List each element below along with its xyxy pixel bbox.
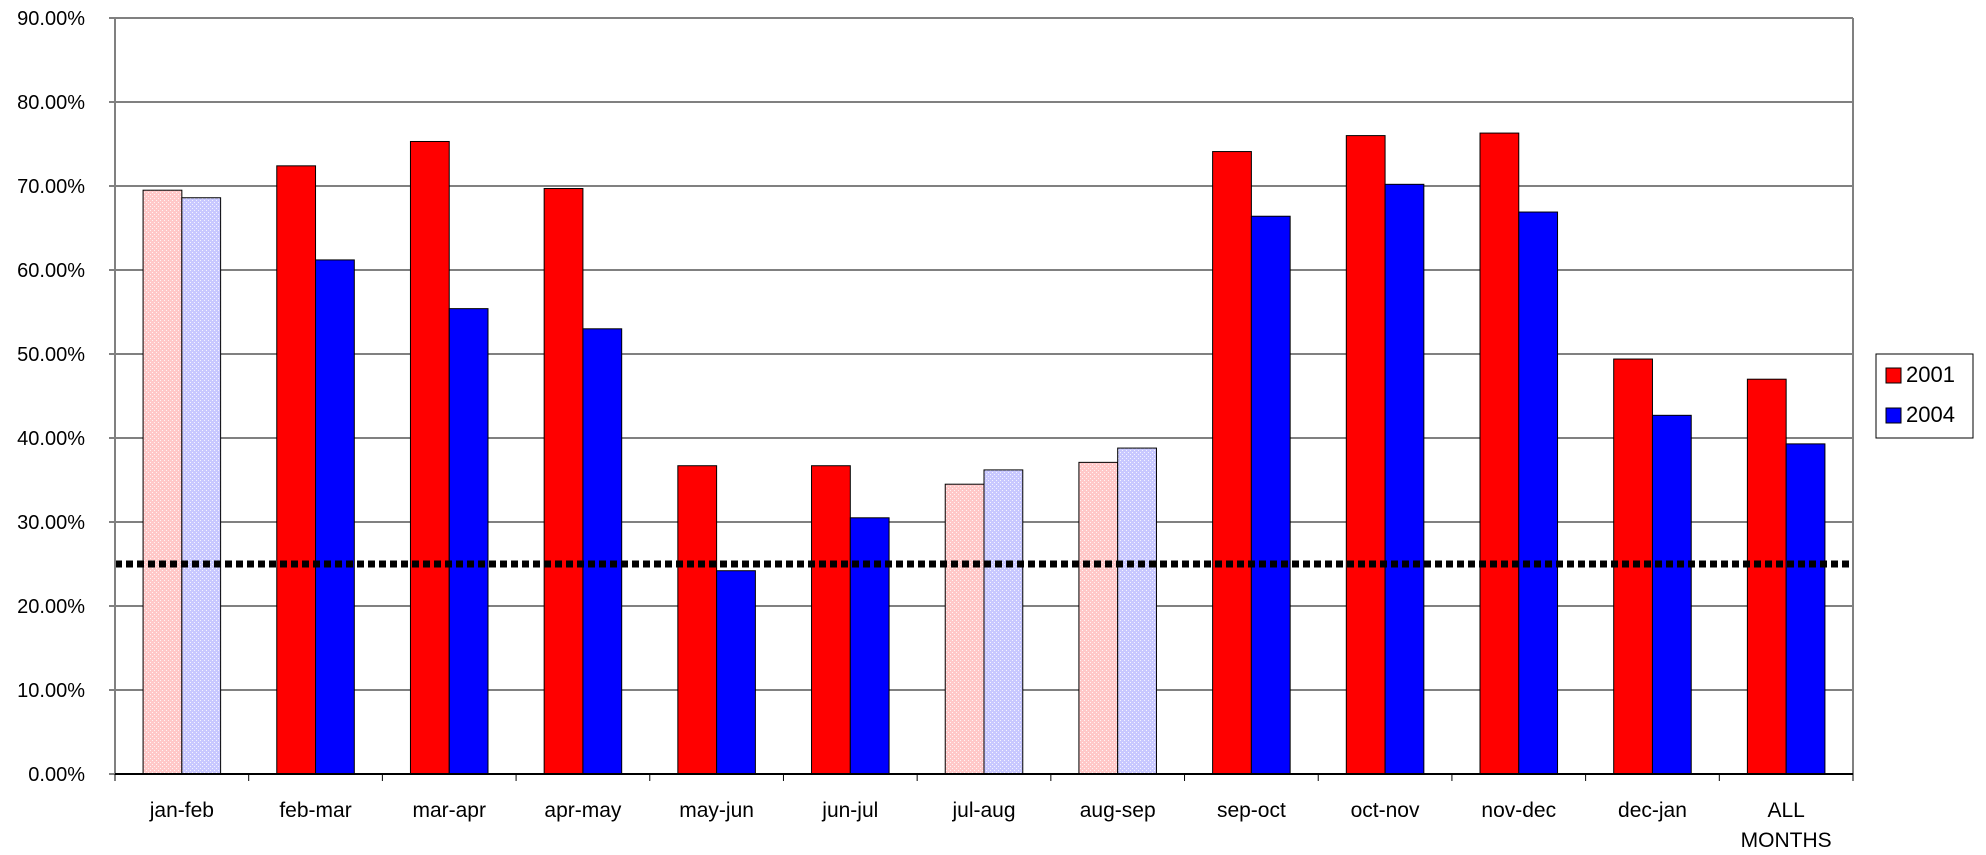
- x-tick-label: jun-jul: [821, 799, 878, 822]
- legend-label-2004: 2004: [1906, 402, 1955, 427]
- x-tick-label: feb-mar: [279, 799, 351, 822]
- y-tick-label: 10.00%: [17, 680, 85, 702]
- bar-2004-jun-jul: [849, 517, 890, 775]
- bar-2004-oct-nov: [1384, 183, 1425, 775]
- x-tick-label: apr-may: [544, 799, 622, 822]
- y-tick-label: 60.00%: [17, 260, 85, 282]
- y-tick-label: 0.00%: [28, 764, 85, 786]
- legend-label-2001: 2001: [1906, 362, 1955, 387]
- bar-2004-mar-apr: [448, 308, 489, 775]
- legend-swatch-2004: [1885, 407, 1902, 424]
- y-tick-label: 90.00%: [17, 8, 85, 30]
- bar-2004-nov-dec: [1518, 211, 1559, 775]
- bar-2001-apr-may: [543, 188, 584, 775]
- x-tick-label: aug-sep: [1080, 799, 1156, 822]
- bar-2004-aug-sep: [1117, 447, 1157, 775]
- x-tick-label: oct-nov: [1351, 799, 1420, 822]
- bar-2001-may-jun: [677, 465, 718, 775]
- x-axis-category-labels: jan-feb feb-mar mar-apr apr-may may-jun jun-j…: [149, 799, 1832, 852]
- y-tick-label: 40.00%: [17, 428, 85, 450]
- bar-2001-mar-apr: [409, 140, 450, 775]
- bar-2004-sep-oct: [1250, 215, 1291, 775]
- bar-2004-feb-mar: [315, 259, 355, 775]
- bar-2004-dec-jan: [1651, 414, 1692, 775]
- axes: [114, 17, 1854, 781]
- x-tick-label: ALL MONTHS: [1741, 799, 1832, 852]
- legend: 2001 2004: [1875, 353, 1974, 439]
- bar-2004-all-months: [1785, 443, 1826, 775]
- y-tick-label: 20.00%: [17, 596, 85, 618]
- bar-2004-jan-feb: [181, 197, 222, 775]
- y-tick-label: 50.00%: [17, 344, 85, 366]
- bar-2001-aug-sep: [1078, 461, 1119, 775]
- bar-2001-oct-nov: [1345, 135, 1386, 775]
- x-tick-label: jul-aug: [951, 799, 1015, 822]
- bar-2001-jun-jul: [811, 465, 851, 775]
- bar-2004-may-jun: [716, 570, 756, 775]
- bar-2004-jul-aug: [983, 469, 1024, 775]
- y-axis-tick-labels: 0.00% 10.00% 20.00% 30.00% 40.00% 50.00% 60.00…: [17, 8, 85, 786]
- x-tick-label: may-jun: [679, 799, 754, 822]
- x-tick-label: nov-dec: [1481, 799, 1556, 822]
- y-tick-label: 30.00%: [17, 512, 85, 534]
- bars: [142, 132, 1826, 775]
- bar-2001-jul-aug: [944, 483, 985, 775]
- x-tick-label: dec-jan: [1618, 799, 1687, 822]
- x-tick-label: jan-feb: [149, 799, 214, 822]
- x-tick-label: mar-apr: [412, 799, 486, 822]
- bar-2004-apr-may: [582, 328, 623, 775]
- y-tick-label: 70.00%: [17, 176, 85, 198]
- x-tick-label: sep-oct: [1217, 799, 1286, 822]
- bar-2001-jan-feb: [142, 189, 183, 775]
- bar-2001-feb-mar: [276, 165, 317, 775]
- bar-2001-sep-oct: [1212, 151, 1252, 775]
- y-tick-label: 80.00%: [17, 92, 85, 114]
- legend-swatch-2001: [1885, 367, 1902, 384]
- bar-2001-all-months: [1746, 378, 1787, 775]
- bar-2001-nov-dec: [1479, 132, 1520, 775]
